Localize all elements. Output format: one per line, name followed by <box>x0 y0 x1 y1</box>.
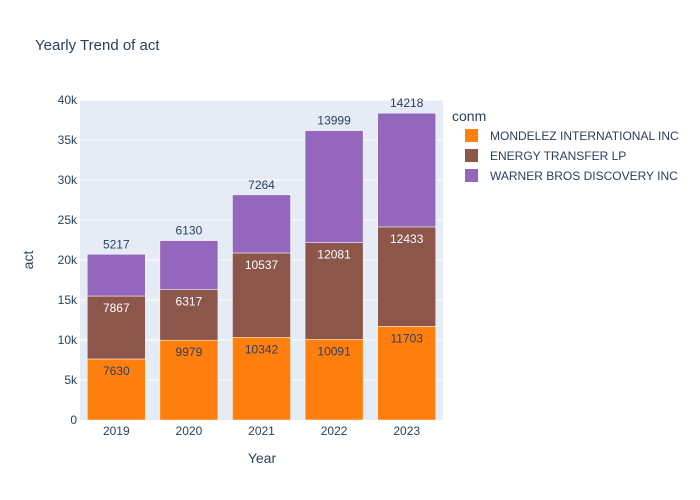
bar-segment[interactable] <box>304 242 364 340</box>
data-label: 11703 <box>390 331 423 345</box>
legend-swatch[interactable] <box>465 129 478 142</box>
bar-segment[interactable] <box>377 326 436 421</box>
data-label: 13999 <box>317 114 351 128</box>
legend-title: conm <box>452 108 486 124</box>
y-tick-label: 35k <box>58 133 78 147</box>
legend-label[interactable]: ENERGY TRANSFER LP <box>490 149 626 163</box>
x-axis-ticks: 2019 2020 2021 2022 2023 <box>103 424 420 438</box>
data-label: 12081 <box>317 248 351 262</box>
y-tick-label: 10k <box>58 333 78 347</box>
bar-segment[interactable] <box>159 339 219 421</box>
y-axis-title: act <box>20 251 36 270</box>
y-tick-label: 0 <box>70 413 77 427</box>
bar-segment[interactable] <box>87 358 146 421</box>
data-label: 10342 <box>245 342 279 356</box>
y-tick-label: 30k <box>58 173 78 187</box>
y-tick-label: 40k <box>58 93 78 107</box>
bar-segment[interactable] <box>304 339 364 421</box>
x-tick-label: 2023 <box>393 424 420 438</box>
legend-label[interactable]: WARNER BROS DISCOVERY INC <box>490 169 678 183</box>
bar-segment[interactable] <box>87 295 146 360</box>
bar-segment[interactable] <box>232 252 291 338</box>
bar-segment[interactable] <box>159 240 219 290</box>
data-label: 6317 <box>176 295 203 309</box>
y-tick-label: 5k <box>64 373 78 387</box>
x-tick-label: 2021 <box>248 424 275 438</box>
bar-segment[interactable] <box>304 130 364 243</box>
x-tick-label: 2019 <box>103 424 130 438</box>
data-label: 7867 <box>103 301 130 315</box>
chart-title: Yearly Trend of act <box>35 37 160 54</box>
bars-layer <box>87 112 436 421</box>
legend: MONDELEZ INTERNATIONAL INC ENERGY TRANSFE… <box>465 129 679 183</box>
data-label: 6130 <box>176 224 203 238</box>
data-label: 5217 <box>103 237 130 251</box>
y-tick-label: 20k <box>58 253 78 267</box>
data-label: 7630 <box>103 364 130 378</box>
bar-segment[interactable] <box>232 337 291 421</box>
data-label: 10537 <box>245 258 279 272</box>
x-axis-title: Year <box>248 450 277 466</box>
data-labels-layer: 7630 9979 10342 10091 11703 7867 6317 10537 1208… <box>103 96 424 378</box>
y-axis-ticks: 0 5k 10k 15k 20k 25k 30k 35k 40k <box>58 93 78 427</box>
x-tick-label: 2020 <box>176 424 203 438</box>
y-tick-label: 15k <box>58 293 78 307</box>
legend-label[interactable]: MONDELEZ INTERNATIONAL INC <box>490 129 679 143</box>
bar-segment[interactable] <box>232 194 291 254</box>
bar-segment[interactable] <box>377 226 436 327</box>
bar-segment[interactable] <box>377 112 436 228</box>
bar-segment[interactable] <box>87 254 146 297</box>
data-label: 14218 <box>390 96 424 110</box>
bar-segment[interactable] <box>159 289 219 341</box>
data-label: 12433 <box>390 232 424 246</box>
y-tick-label: 25k <box>58 213 78 227</box>
data-label: 7264 <box>248 178 275 192</box>
data-label: 10091 <box>317 344 351 358</box>
legend-swatch[interactable] <box>465 169 478 182</box>
legend-swatch[interactable] <box>465 149 478 162</box>
data-label: 9979 <box>176 345 203 359</box>
x-tick-label: 2022 <box>321 424 348 438</box>
